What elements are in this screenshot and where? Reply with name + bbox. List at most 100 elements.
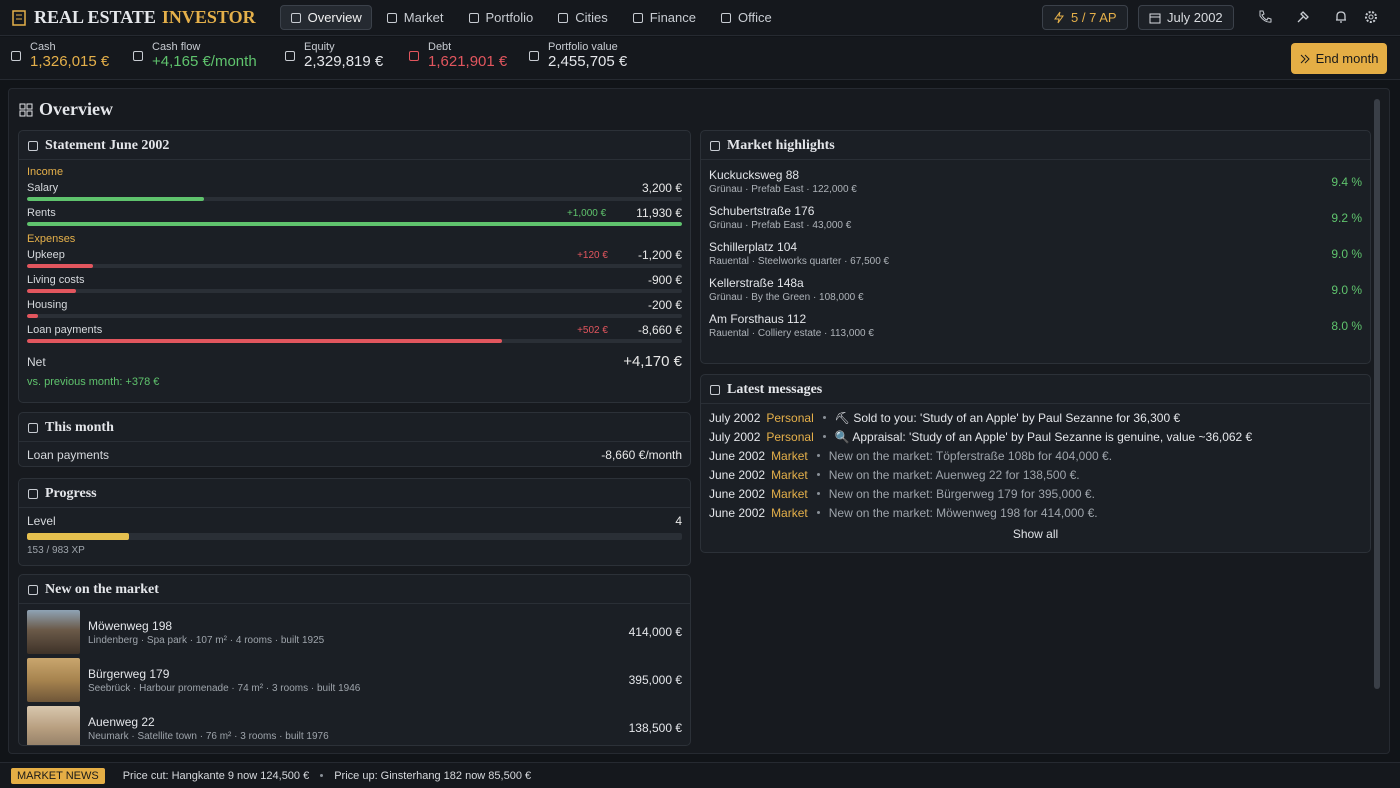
highlight-yield: 9.0 % — [1331, 282, 1362, 297]
end-month-button[interactable]: End month — [1291, 43, 1387, 74]
highlight-yield: 8.0 % — [1331, 318, 1362, 333]
net-row: Net +4,170 € — [19, 353, 690, 370]
scrollbar[interactable] — [1374, 99, 1380, 689]
action-points-text: 5 / 7 AP — [1071, 10, 1117, 25]
nav-label: Portfolio — [485, 10, 534, 25]
highlight-details: Rauental · Colliery estate · 113,000 € — [709, 328, 874, 339]
icon-shape — [529, 50, 539, 61]
icon-shape — [632, 12, 643, 23]
highlight[interactable]: Schubertstraße 176 Grünau · Prefab East ·… — [701, 200, 1370, 236]
date[interactable]: July 2002 — [1138, 5, 1234, 30]
statement-row: Upkeep +120 € -1,200 € — [19, 248, 690, 262]
settings-button[interactable] — [1363, 9, 1379, 25]
panel: Market highlights Kuckucksweg 88 Grünau · … — [700, 130, 1371, 364]
row-label: Loan payments — [27, 448, 110, 462]
ticker-item: Price up: Ginsterhang 182 now 85,500 € — [334, 769, 532, 782]
row-change: +1,000 € — [566, 207, 607, 219]
separator-dot — [816, 492, 820, 495]
icon-shape — [28, 141, 38, 151]
panel-header: Latest messages — [701, 375, 1370, 404]
nav-label: Office — [737, 10, 772, 25]
listing-name: Bürgerweg 179 — [88, 666, 170, 681]
listing[interactable]: Bürgerweg 179 Seebrück · Harbour promenad… — [19, 656, 690, 704]
show-all-link[interactable]: Show all — [1012, 527, 1059, 541]
nav-button[interactable]: Portfolio — [458, 5, 544, 30]
comparison: vs. previous month: +378 € — [27, 376, 160, 388]
bar-track — [27, 222, 682, 226]
icon — [28, 489, 38, 499]
bar-fill — [27, 264, 93, 268]
listing-price: 395,000 € — [628, 673, 682, 687]
icon-shape — [28, 423, 38, 433]
phone-button[interactable] — [1257, 9, 1273, 25]
nav-button[interactable]: Overview — [279, 5, 372, 30]
message-date: June 2002 — [709, 448, 766, 463]
statement-row: Loan payments +502 € -8,660 € — [19, 323, 690, 337]
listing-text: Bürgerweg 179 Seebrück · Harbour promenad… — [88, 667, 629, 694]
tools-button[interactable] — [1295, 9, 1311, 25]
listing-text: Auenweg 22 Neumark · Satellite town · 76 … — [88, 715, 629, 742]
panel-header: This month — [19, 413, 690, 442]
nav-label: Overview — [307, 10, 362, 25]
bar-track — [27, 339, 682, 343]
icon — [710, 385, 720, 395]
level-row: Level 4 — [19, 514, 690, 528]
nav-button[interactable]: Market — [376, 5, 454, 30]
highlight[interactable]: Am Forsthaus 112 Rauental · Colliery esta… — [701, 308, 1370, 344]
message: June 2002 Market New on the market: Töpfer… — [701, 446, 1370, 465]
stat-body: Portfolio value 2,455,705 € — [548, 41, 627, 70]
row-value: -8,660 €/month — [601, 448, 682, 462]
this-month-row: Loan payments -8,660 €/month — [19, 448, 690, 462]
message-category: Personal — [766, 410, 814, 425]
listing-details: Neumark · Satellite town · 76 m² · 3 roo… — [88, 730, 329, 742]
level-label: Level — [27, 514, 56, 528]
bar-track — [27, 197, 682, 201]
message-date: June 2002 — [709, 505, 766, 520]
highlight-text: Am Forsthaus 112 Rauental · Colliery esta… — [709, 312, 1331, 339]
row-value: 3,200 € — [641, 181, 682, 195]
icon — [290, 12, 301, 23]
panel: This month Loan payments -8,660 €/month — [18, 412, 691, 467]
nav-button[interactable]: Office — [710, 5, 782, 30]
end-month-text: End month — [1315, 51, 1379, 66]
stat: Cash 1,326,015 € — [10, 41, 109, 70]
message-category: Personal — [766, 429, 814, 444]
row-value: -900 € — [647, 273, 682, 287]
listing-price: 138,500 € — [628, 721, 682, 735]
row-value: 11,930 € — [636, 206, 682, 220]
highlight[interactable]: Schillerplatz 104 Rauental · Steelworks q… — [701, 236, 1370, 272]
panel-title: Market highlights — [727, 138, 835, 153]
icon — [558, 12, 569, 23]
news-ticker: MARKET NEWS Price cut: Hangkante 9 now 1… — [0, 762, 1400, 788]
panel-title: Progress — [45, 486, 97, 501]
icon — [710, 141, 720, 151]
panel: Progress Level 4 153 / 983 XP — [18, 478, 691, 566]
row-label: Salary — [27, 182, 59, 194]
panel-title: Latest messages — [727, 382, 823, 397]
listing-name: Möwenweg 198 — [88, 618, 173, 633]
stat-value: 1,621,901 € — [428, 53, 508, 70]
highlight-yield: 9.0 % — [1331, 246, 1362, 261]
highlight[interactable]: Kellerstraße 148a Grünau · By the Green ·… — [701, 272, 1370, 308]
net-value: +4,170 € — [623, 353, 682, 370]
icon-shape — [710, 385, 720, 395]
nav-button[interactable]: Cities — [547, 5, 618, 30]
listing[interactable]: Auenweg 22 Neumark · Satellite town · 76 … — [19, 704, 690, 745]
icon — [386, 12, 397, 23]
highlight-name: Kellerstraße 148a — [709, 276, 804, 290]
top-bar: REAL ESTATE INVESTOR Overview Market Portf… — [0, 0, 1400, 36]
message-text: ⛏ Sold to you: 'Study of an Apple' by Pa… — [834, 410, 1181, 425]
row-label: Upkeep — [27, 249, 65, 261]
stat-value: 2,329,819 € — [304, 53, 384, 70]
separator-dot — [816, 454, 820, 457]
notifications-button[interactable] — [1333, 9, 1349, 25]
highlight[interactable]: Kuckucksweg 88 Grünau · Prefab East · 122… — [701, 164, 1370, 200]
icon — [632, 12, 643, 23]
listing[interactable]: Möwenweg 198 Lindenberg · Spa park · 107 … — [19, 608, 690, 656]
row-label: Rents — [27, 207, 56, 219]
app-title-accent: INVESTOR — [161, 7, 256, 27]
nav-button[interactable]: Finance — [622, 5, 706, 30]
action-points[interactable]: 5 / 7 AP — [1042, 5, 1128, 30]
icon — [28, 585, 38, 595]
stat-value: 2,455,705 € — [548, 53, 628, 70]
